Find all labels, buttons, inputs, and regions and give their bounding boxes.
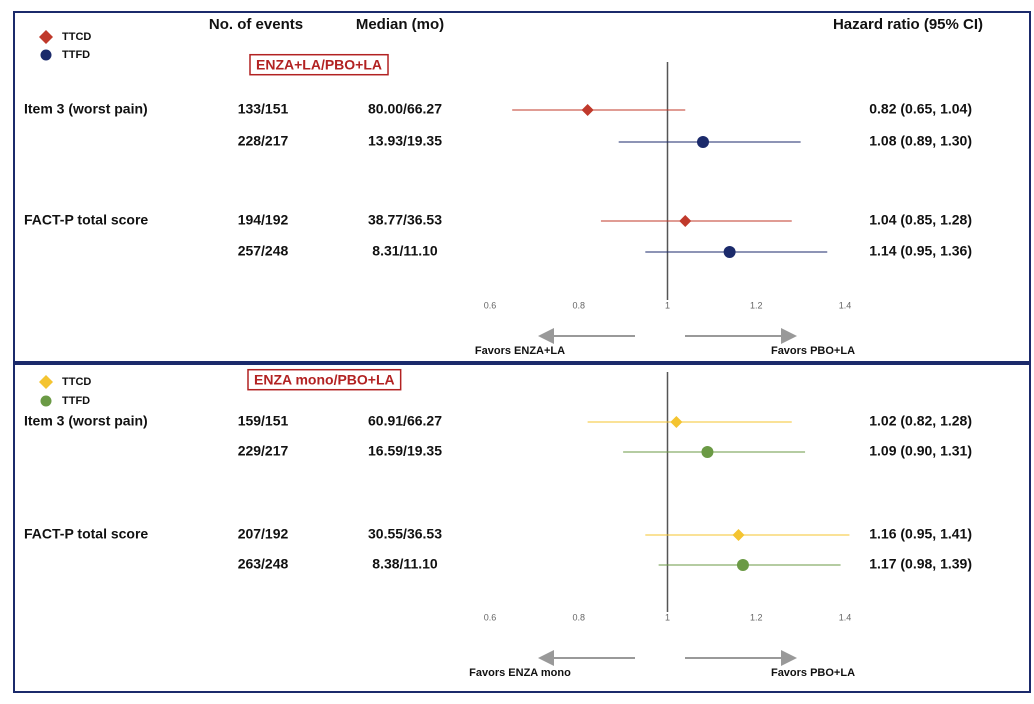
legend-marker [39,375,53,389]
hazard-ratio-label: 1.08 (0.89, 1.30) [869,133,972,149]
panel-border [13,363,1031,693]
median: 38.77/36.53 [368,212,442,228]
column-header: No. of events [209,16,303,33]
median: 60.91/66.27 [368,413,442,429]
panel-border [13,11,1031,363]
x-tick-label: 0.8 [572,300,585,310]
hazard-ratio-marker [723,246,736,258]
row-label: Item 3 (worst pain) [24,101,148,117]
events: 229/217 [238,443,289,459]
x-tick-label: 1.4 [839,300,852,310]
hazard-ratio-marker [581,104,594,116]
legend-label: TTCD [62,31,91,43]
x-tick-label: 1.2 [750,300,763,310]
comparison-box [247,368,402,391]
events: 207/192 [238,526,289,542]
events: 263/248 [238,556,289,572]
legend-label: TTFD [62,395,90,407]
hazard-ratio-marker [679,215,692,227]
median: 13.93/19.35 [368,133,442,149]
x-tick-label: 0.8 [572,612,585,622]
comparison-box [249,53,389,76]
favors-right: Favors PBO+LA [771,667,855,679]
legend-label: TTCD [62,376,91,388]
hazard-ratio-marker [670,416,683,428]
median: 8.31/11.10 [372,243,438,259]
legend-marker [40,49,52,61]
median: 8.38/11.10 [372,556,438,572]
comparison-label: ENZA mono/PBO+LA [254,372,395,388]
median: 80.00/66.27 [368,101,442,117]
x-tick-label: 0.6 [484,300,497,310]
x-tick-label: 0.6 [484,612,497,622]
hazard-ratio-marker [701,446,714,458]
hazard-ratio-label: 1.16 (0.95, 1.41) [869,526,972,542]
median: 30.55/36.53 [368,526,442,542]
median: 16.59/19.35 [368,443,442,459]
row-label: FACT-P total score [24,526,148,542]
events: 159/151 [238,413,289,429]
events: 133/151 [238,101,289,117]
row-label: FACT-P total score [24,212,148,228]
x-tick-label: 1 [665,300,670,310]
comparison-label: ENZA+LA/PBO+LA [256,57,382,73]
column-header: Hazard ratio (95% CI) [833,16,983,33]
hazard-ratio-label: 1.02 (0.82, 1.28) [869,413,972,429]
hazard-ratio-label: 1.17 (0.98, 1.39) [869,556,972,572]
hazard-ratio-label: 1.14 (0.95, 1.36) [869,243,972,259]
x-tick-label: 1.4 [839,612,852,622]
events: 257/248 [238,243,289,259]
legend-marker [40,395,52,407]
hazard-ratio-marker [697,136,709,148]
events: 194/192 [238,212,289,228]
favors-left: Favors ENZA+LA [475,345,565,357]
hazard-ratio-label: 0.82 (0.65, 1.04) [869,101,972,117]
hazard-ratio-label: 1.09 (0.90, 1.31) [869,443,972,459]
column-header: Median (mo) [356,16,444,33]
hazard-ratio-marker [732,529,745,541]
favors-left: Favors ENZA mono [469,667,571,679]
x-tick-label: 1 [665,612,670,622]
row-label: Item 3 (worst pain) [24,413,148,429]
legend-label: TTFD [62,49,90,61]
favors-right: Favors PBO+LA [771,345,855,357]
x-tick-label: 1.2 [750,612,763,622]
events: 228/217 [238,133,289,149]
hazard-ratio-label: 1.04 (0.85, 1.28) [869,212,972,228]
legend-marker [39,30,53,44]
hazard-ratio-marker [736,559,749,571]
